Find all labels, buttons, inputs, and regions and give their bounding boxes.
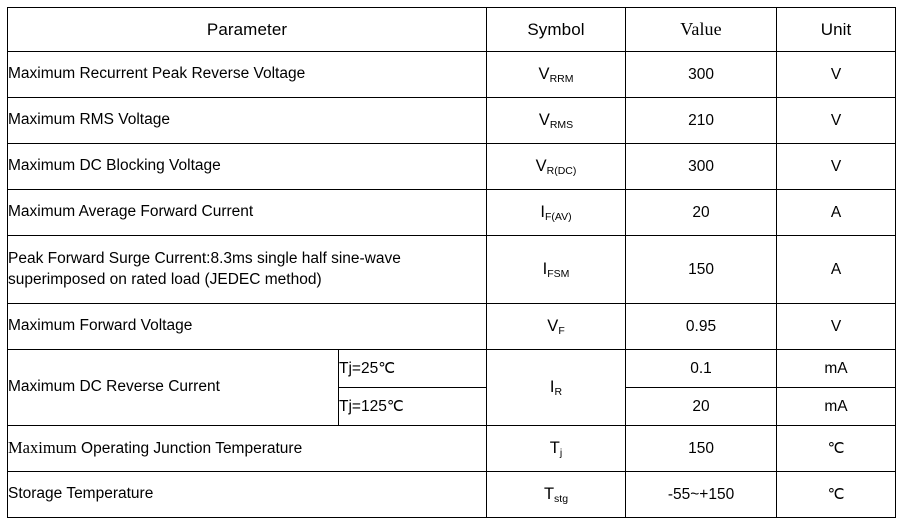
header-row: Parameter Symbol Value Unit (6, 7, 897, 52)
unit-cell: mA (776, 387, 897, 426)
unit-cell: V (776, 97, 897, 144)
symbol-cell: IF(AV) (486, 189, 627, 236)
symbol-base: T (549, 439, 560, 457)
symbol-cell: VRRM (486, 51, 627, 98)
condition-cell: Tj=125℃ (337, 387, 488, 426)
symbol-base: V (538, 111, 550, 129)
table-row: Tj=125℃ 20 mA (8, 387, 897, 426)
symbol-base: I (540, 203, 545, 221)
symbol-cell: Tj (486, 425, 627, 472)
condition-label: Tj=125 (339, 398, 387, 415)
symbol-cell: IR (486, 349, 627, 426)
symbol-cell: Tstg (486, 471, 627, 518)
column-header-symbol: Symbol (486, 7, 627, 52)
column-header-unit: Unit (776, 7, 897, 52)
unit-cell: A (776, 189, 897, 236)
unit-cell: ℃ (776, 425, 897, 472)
unit-cell: A (776, 235, 897, 304)
symbol-cell: VRMS (486, 97, 627, 144)
column-header-parameter: Parameter (6, 7, 488, 52)
symbol-subscript: F (558, 325, 565, 337)
value-cell: 210 (625, 97, 778, 144)
value-cell: 150 (625, 425, 778, 472)
symbol-subscript: FSM (547, 268, 570, 280)
value-cell: -55~+150 (625, 471, 778, 518)
table-row: Maximum RMS Voltage VRMS 210 V (6, 97, 897, 144)
symbol-base: V (535, 157, 547, 175)
unit-cell: V (776, 51, 897, 98)
degree-celsius-symbol: ℃ (378, 361, 396, 377)
symbol-subscript: F(AV) (544, 211, 572, 223)
value-cell: 20 (625, 387, 778, 426)
parameter-cell: Peak Forward Surge Current:8.3ms single … (6, 235, 488, 304)
parameter-cell: Maximum Operating Junction Temperature (6, 425, 488, 472)
table-row: Peak Forward Surge Current:8.3ms single … (6, 235, 897, 304)
unit-cell: V (776, 303, 897, 350)
degree-celsius-symbol: ℃ (386, 399, 404, 415)
symbol-base: I (549, 378, 555, 396)
value-cell: 20 (625, 189, 778, 236)
symbol-base: I (542, 260, 548, 278)
parameter-cell: Maximum RMS Voltage (6, 97, 488, 144)
table-row: Maximum DC Reverse Current Tj=25℃ IR 0.1… (7, 349, 897, 426)
value-cell: 300 (625, 51, 778, 98)
value-cell: 300 (625, 143, 778, 190)
value-cell: 0.95 (625, 303, 778, 350)
unit-cell: mA (776, 349, 897, 388)
value-cell: 150 (625, 235, 778, 304)
table-row: Maximum Recurrent Peak Reverse Voltage V… (6, 51, 897, 98)
unit-cell: ℃ (776, 471, 897, 518)
symbol-base: V (547, 317, 559, 335)
parameter-cell: Maximum Average Forward Current (6, 189, 488, 236)
symbol-subscript: RRM (549, 73, 574, 85)
parameter-cell: Storage Temperature (6, 471, 488, 518)
symbol-base: V (538, 65, 550, 83)
symbol-base: T (543, 485, 555, 503)
table-row: Maximum Average Forward Current IF(AV) 2… (6, 189, 897, 236)
condition-cell: Tj=25℃ (337, 349, 488, 388)
symbol-subscript: stg (554, 493, 569, 505)
table-header: Parameter Symbol Value Unit (6, 7, 897, 52)
column-header-value: Value (625, 7, 778, 52)
table-row: Maximum Operating Junction Temperature T… (6, 425, 897, 472)
parameter-cell: Maximum Recurrent Peak Reverse Voltage (6, 51, 488, 98)
condition-label: Tj=25 (339, 360, 379, 377)
unit-cell: V (776, 143, 897, 190)
symbol-subscript: R (554, 386, 563, 398)
symbol-cell: VF (486, 303, 627, 350)
parameter-cell: Maximum Forward Voltage (6, 303, 488, 350)
table-row: Maximum DC Blocking Voltage VR(DC) 300 V (6, 143, 897, 190)
table-row: Maximum Forward Voltage VF 0.95 V (6, 303, 897, 350)
maximum-ratings-table: Parameter Symbol Value Unit Maximum Recu… (6, 7, 897, 518)
parameter-lead-word: Maximum (8, 438, 77, 458)
symbol-subscript: j (559, 447, 563, 459)
table-body: Maximum Recurrent Peak Reverse Voltage V… (6, 51, 897, 518)
symbol-subscript: R(DC) (546, 165, 577, 177)
symbol-cell: VR(DC) (486, 143, 627, 190)
parameter-cell: Maximum DC Reverse Current (7, 349, 339, 426)
symbol-cell: IFSM (486, 235, 627, 304)
symbol-subscript: RMS (549, 119, 574, 131)
table-row: Storage Temperature Tstg -55~+150 ℃ (6, 471, 897, 518)
value-cell: 0.1 (625, 349, 778, 388)
parameter-cell: Maximum DC Blocking Voltage (6, 143, 488, 190)
parameter-rest-text: Operating Junction Temperature (76, 440, 303, 458)
